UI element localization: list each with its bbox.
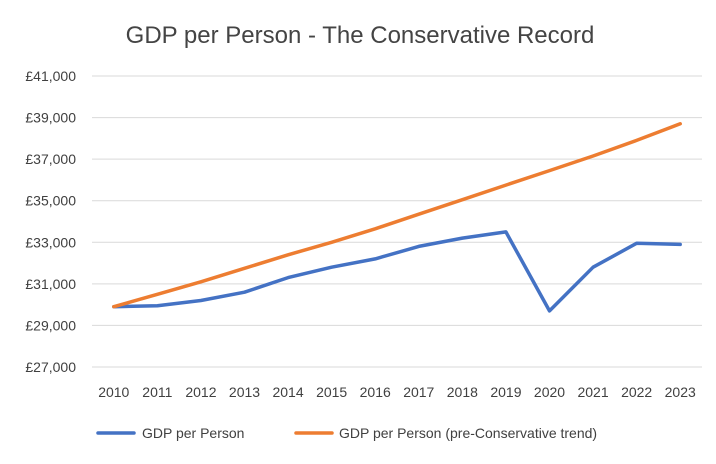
x-tick-label-2018: 2018	[447, 384, 478, 400]
x-tick-label-2010: 2010	[98, 384, 129, 400]
x-tick-label-2019: 2019	[490, 384, 521, 400]
y-tick-label-31000: £31,000	[25, 276, 76, 292]
x-tick-label-2016: 2016	[360, 384, 391, 400]
y-tick-label-39000: £39,000	[25, 110, 76, 126]
y-tick-label-33000: £33,000	[25, 234, 76, 250]
x-tick-label-2022: 2022	[621, 384, 652, 400]
y-tick-label-27000: £27,000	[25, 359, 76, 375]
series-line-gdp-per-person	[112, 230, 682, 313]
x-tick-label-2021: 2021	[577, 384, 608, 400]
legend-label-gdp-per-person: GDP per Person	[142, 425, 244, 441]
x-tick-label-2011: 2011	[142, 384, 172, 400]
y-tick-label-35000: £35,000	[25, 193, 76, 209]
x-tick-label-2020: 2020	[534, 384, 565, 400]
x-tick-label-2013: 2013	[229, 384, 260, 400]
x-tick-labels: 2010 2011 2012 2013 2014 2015 2016 2017 2018 2019…	[98, 384, 696, 400]
legend: GDP per Person GDP per Person (pre-Conser…	[96, 425, 597, 441]
x-tick-label-2015: 2015	[316, 384, 347, 400]
y-tick-label-37000: £37,000	[25, 151, 76, 167]
series-lines	[112, 122, 682, 313]
y-tick-labels: £27,000 £29,000 £31,000 £33,000 £35,000 £37,0…	[25, 68, 76, 375]
series-line-pre-conservative-trend	[112, 122, 682, 309]
chart-title: GDP per Person - The Conservative Record	[126, 22, 595, 49]
y-tick-label-41000: £41,000	[25, 68, 76, 84]
x-tick-label-2023: 2023	[665, 384, 696, 400]
x-tick-label-2017: 2017	[403, 384, 434, 400]
legend-label-pre-conservative-trend: GDP per Person (pre-Conservative trend)	[339, 425, 597, 441]
x-tick-label-2014: 2014	[272, 384, 303, 400]
y-tick-label-29000: £29,000	[25, 317, 76, 333]
x-tick-label-2012: 2012	[185, 384, 216, 400]
